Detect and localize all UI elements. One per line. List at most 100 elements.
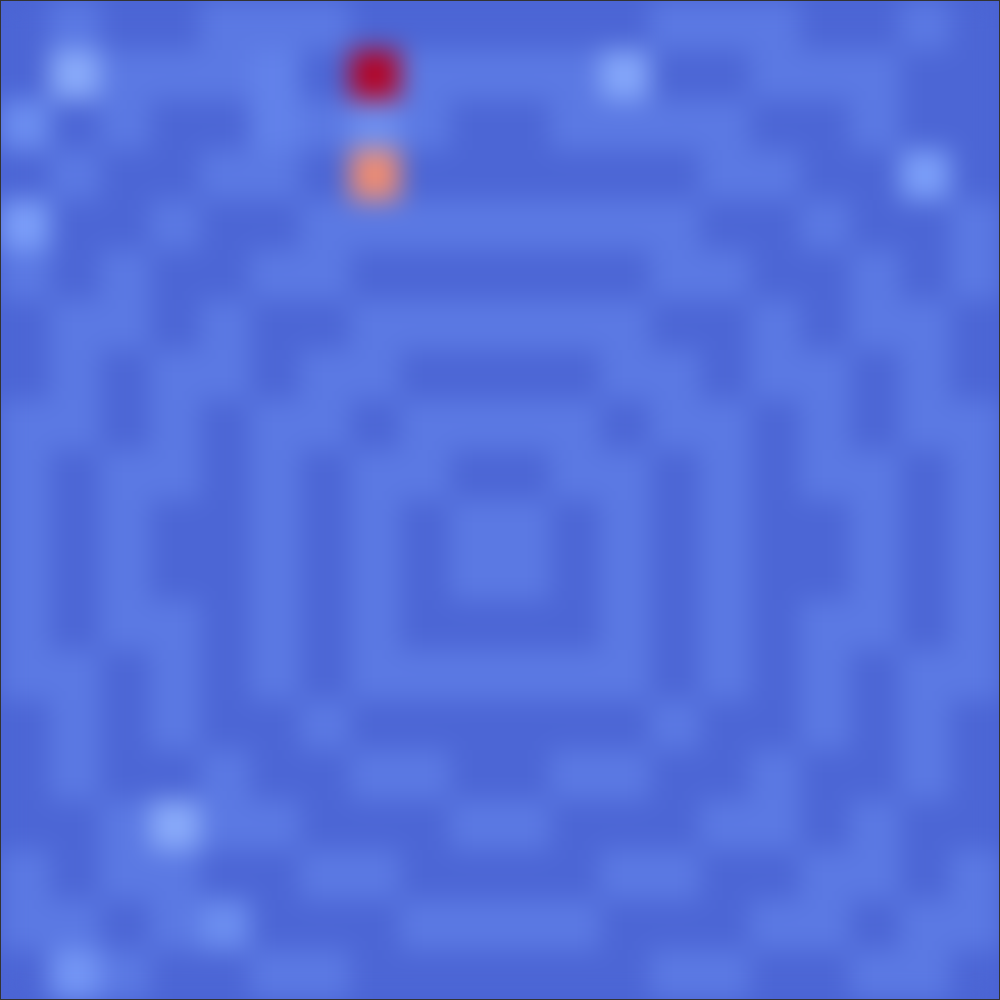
cell: [350, 400, 401, 451]
cell: [350, 900, 401, 951]
cell: [150, 300, 201, 351]
cell: [850, 50, 901, 101]
cell: [400, 500, 451, 551]
cell: [750, 550, 801, 601]
cell: [450, 700, 501, 751]
cell: [900, 250, 951, 301]
cell: [0, 900, 51, 951]
cell: [150, 600, 201, 651]
cell: [550, 0, 601, 51]
cell: [500, 550, 551, 601]
cell: [200, 350, 251, 401]
cell: [0, 100, 51, 151]
cell: [600, 850, 651, 901]
cell: [800, 300, 851, 351]
cell: [100, 800, 151, 851]
cell: [600, 150, 651, 201]
cell: [200, 450, 251, 501]
cell: [850, 350, 901, 401]
cell: [700, 200, 751, 251]
cell: [600, 650, 651, 701]
cell: [650, 100, 701, 151]
cell: [550, 50, 601, 101]
cell: [800, 950, 851, 1000]
cell: [900, 650, 951, 701]
cell: [950, 100, 1000, 151]
cell: [300, 950, 351, 1000]
cell: [600, 750, 651, 801]
cell: [0, 300, 51, 351]
cell: [0, 550, 51, 601]
cell: [750, 450, 801, 501]
cell: [800, 700, 851, 751]
cell: [200, 0, 251, 51]
cell: [550, 100, 601, 151]
cell: [900, 500, 951, 551]
cell: [600, 100, 651, 151]
cell: [750, 800, 801, 851]
cell: [150, 800, 201, 851]
cell: [250, 450, 301, 501]
cell: [900, 450, 951, 501]
cell: [550, 700, 601, 751]
cell: [950, 300, 1000, 351]
cell: [550, 800, 601, 851]
cell: [550, 150, 601, 201]
cell: [50, 450, 101, 501]
cell: [400, 100, 451, 151]
cell: [350, 250, 401, 301]
cell: [850, 300, 901, 351]
cell: [750, 50, 801, 101]
cell: [800, 400, 851, 451]
cell: [450, 850, 501, 901]
cell: [450, 750, 501, 801]
cell: [900, 400, 951, 451]
cell: [900, 150, 951, 201]
cell: [350, 950, 401, 1000]
cell: [650, 200, 701, 251]
cell: [250, 50, 301, 101]
cell: [600, 200, 651, 251]
cell: [100, 500, 151, 551]
cell: [950, 50, 1000, 101]
cell: [400, 750, 451, 801]
cell: [400, 200, 451, 251]
cell: [650, 750, 701, 801]
cell: [150, 850, 201, 901]
cell: [450, 350, 501, 401]
cell: [350, 200, 401, 251]
cell: [950, 600, 1000, 651]
cell: [250, 950, 301, 1000]
cell: [150, 400, 201, 451]
cell: [400, 50, 451, 101]
cell: [700, 350, 751, 401]
cell: [800, 900, 851, 951]
cell: [850, 800, 901, 851]
cell: [100, 700, 151, 751]
cell: [800, 550, 851, 601]
cell: [200, 200, 251, 251]
cell: [150, 750, 201, 801]
cell: [700, 900, 751, 951]
cell: [300, 100, 351, 151]
cell: [500, 150, 551, 201]
cell: [300, 850, 351, 901]
cell: [50, 200, 101, 251]
cell: [250, 650, 301, 701]
cell: [800, 250, 851, 301]
cell: [450, 900, 501, 951]
cell: [950, 900, 1000, 951]
cell: [650, 0, 701, 51]
cell: [400, 250, 451, 301]
cell: [500, 600, 551, 651]
cell: [550, 200, 601, 251]
cell: [800, 500, 851, 551]
cell: [900, 100, 951, 151]
cell: [500, 100, 551, 151]
cell: [500, 0, 551, 51]
cell: [0, 200, 51, 251]
cell: [400, 400, 451, 451]
cell: [200, 800, 251, 851]
cell: [750, 300, 801, 351]
cell: [550, 850, 601, 901]
